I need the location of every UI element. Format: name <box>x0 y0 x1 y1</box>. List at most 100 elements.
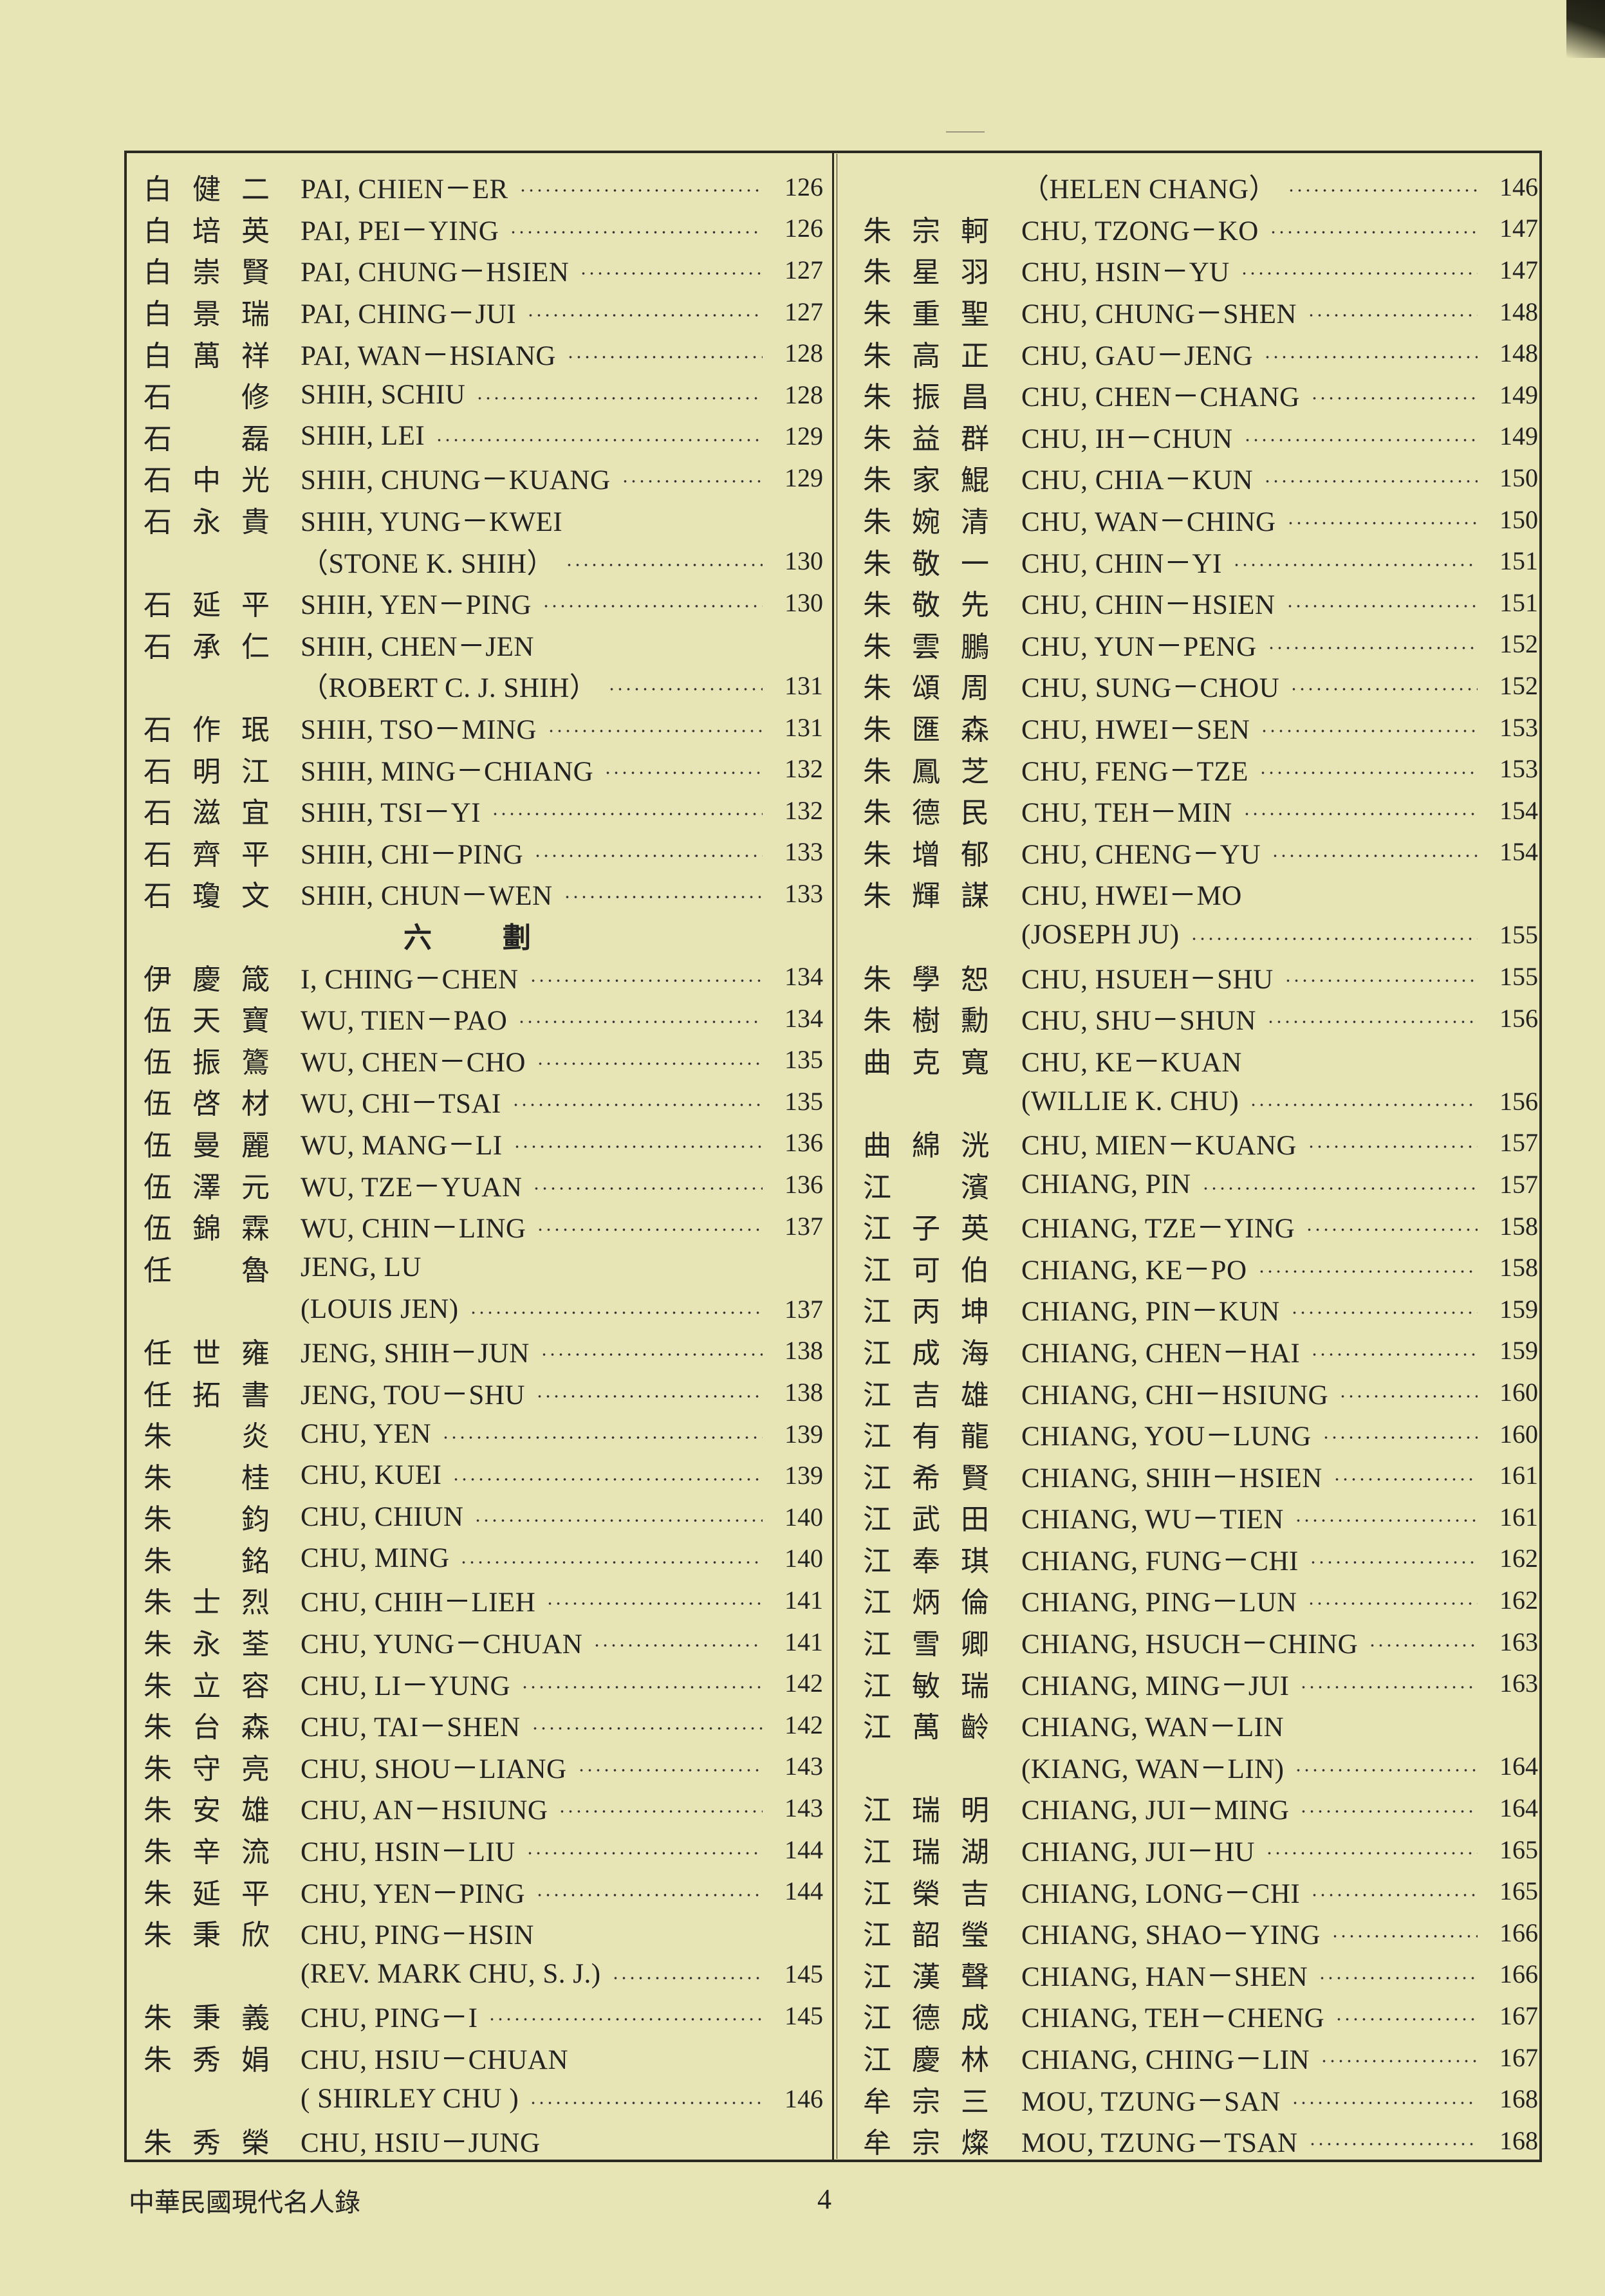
chinese-name: 朱辛流 <box>133 1829 301 1870</box>
index-entry: 伍振鷟 WU, CHEN－CHO 135 <box>133 1039 823 1080</box>
chinese-char: 石 <box>144 797 172 830</box>
romanized-name: CHU, TAI－SHEN <box>301 1712 521 1743</box>
page-ref: 164 <box>1499 1752 1538 1781</box>
chinese-char: 雲 <box>912 630 940 663</box>
romanized-name: CHU, CHENG－YU <box>1021 839 1261 870</box>
chinese-char: 郁 <box>961 838 989 871</box>
romanized-name: WU, MANG－LI <box>301 1130 503 1161</box>
romanized-name: SHIH, MING－CHIANG <box>301 756 594 787</box>
chinese-char: 朱 <box>863 880 891 913</box>
dot-leader <box>1308 1560 1478 1564</box>
chinese-name: 江成海 <box>853 1330 1021 1371</box>
chinese-char: 宗 <box>912 2085 940 2118</box>
romanized-name: CHU, HSIN－YU <box>1021 257 1230 288</box>
page-ref: 136 <box>784 1170 823 1199</box>
chinese-name: 江可伯 <box>853 1247 1021 1288</box>
romanized-name: CHU, HSIN－LIU <box>301 1837 515 1868</box>
chinese-char: 延 <box>192 589 221 622</box>
chinese-name: 朱台森 <box>133 1704 301 1745</box>
page-ref: 137 <box>784 1294 823 1324</box>
index-entry: 江子英 CHIANG, TZE－YING 158 <box>853 1205 1538 1247</box>
chinese-char: 森 <box>961 714 989 747</box>
scan-edge-shadow <box>1566 0 1605 58</box>
chinese-char: 義 <box>241 2002 270 2035</box>
chinese-char <box>182 1247 231 1288</box>
chinese-char: 守 <box>192 1752 221 1786</box>
page-ref: 127 <box>784 255 823 284</box>
dot-leader <box>1287 189 1478 193</box>
chinese-char: 勳 <box>961 1004 989 1038</box>
index-entry: 江瑞湖 CHIANG, JUI－HU 165 <box>853 1829 1538 1871</box>
dot-leader <box>435 438 763 442</box>
chinese-name: 朱桂 <box>133 1455 301 1496</box>
chinese-name: 任世雍 <box>133 1330 301 1371</box>
dot-leader <box>541 604 763 609</box>
chinese-char: 立 <box>192 1669 221 1703</box>
page-ref: 152 <box>1499 629 1538 659</box>
chinese-char: 江 <box>863 1544 891 1578</box>
page-ref: 130 <box>784 588 823 617</box>
chinese-name: 江瑞明 <box>853 1787 1021 1828</box>
romanized-name: CHU, KUEI <box>301 1460 442 1491</box>
chinese-name: 江吉雄 <box>853 1372 1021 1413</box>
dot-leader <box>1232 562 1478 567</box>
chinese-name: 朱鳳芝 <box>853 748 1021 790</box>
index-entry: 伍澤元 WU, TZE－YUAN 136 <box>133 1163 823 1205</box>
chinese-char: 銘 <box>241 1544 270 1578</box>
romanized-name: CHIANG, PING－LUN <box>1021 1588 1297 1618</box>
page-ref: 147 <box>1499 255 1538 284</box>
romanized-name: CHIANG, FUNG－CHI <box>1021 1546 1299 1577</box>
dot-leader <box>1189 936 1478 941</box>
chinese-char: 江 <box>863 1254 891 1287</box>
romanized-name: (REV. MARK CHU, S. J.) <box>301 1959 601 1990</box>
chinese-char: 珉 <box>241 714 270 747</box>
romanized-name: CHU, PING－HSIN <box>301 1920 534 1951</box>
chinese-char: 伍 <box>144 1171 172 1204</box>
chinese-char: 伍 <box>144 1088 172 1121</box>
chinese-char: 任 <box>144 1337 172 1370</box>
chinese-char: 宜 <box>241 797 270 830</box>
dot-leader <box>521 1685 763 1689</box>
index-entry: 朱雲鵬 CHU, YUN－PENG 152 <box>853 624 1538 665</box>
index-entry: 江萬齡 CHIANG, WAN－LIN <box>853 1704 1538 1746</box>
romanized-name: CHU, WAN－CHING <box>1021 507 1276 538</box>
page-ref: 139 <box>784 1419 823 1449</box>
dot-leader <box>564 562 763 567</box>
chinese-char: 朱 <box>144 1836 172 1869</box>
page-ref: 153 <box>1499 712 1538 742</box>
chinese-char: 振 <box>912 381 940 414</box>
chinese-name: 白健二 <box>133 166 301 207</box>
page-ref: 155 <box>1499 920 1538 950</box>
chinese-char: 朱 <box>144 1919 172 1952</box>
chinese-char: 朱 <box>863 464 891 497</box>
page-ref: 168 <box>1499 2084 1538 2114</box>
page-ref: 148 <box>1499 338 1538 368</box>
page-ref: 130 <box>784 546 823 576</box>
chinese-char: 萬 <box>192 339 221 373</box>
chinese-char: 朱 <box>863 589 891 622</box>
chinese-char: 書 <box>241 1378 270 1412</box>
chinese-char: 瑞 <box>961 1669 989 1703</box>
chinese-char: 朱 <box>144 1711 172 1745</box>
romanized-name: CHU, CHIN－HSIEN <box>1021 590 1276 621</box>
dot-leader <box>1318 1976 1478 1980</box>
index-entry: 朱秉欣 CHU, PING－HSIN <box>133 1912 823 1954</box>
chinese-name: 石永貴 <box>133 499 301 540</box>
romanized-name: CHU, HSIU－CHUAN <box>301 2045 569 2076</box>
dot-leader <box>441 1436 763 1440</box>
chinese-char: 江 <box>863 2002 891 2035</box>
chinese-char: 炎 <box>241 1420 270 1454</box>
chinese-char: 頌 <box>912 672 940 705</box>
chinese-char: 亮 <box>241 1752 270 1786</box>
dot-leader <box>509 230 763 234</box>
chinese-char: 江 <box>863 1212 891 1246</box>
chinese-char: 輝 <box>912 880 940 913</box>
page-ref: 150 <box>1499 463 1538 492</box>
chinese-name: 伍振鷟 <box>133 1039 301 1080</box>
index-entry: 朱重聖 CHU, CHUNG－SHEN 148 <box>853 291 1538 333</box>
romanized-name: CHU, CHIA－KUN <box>1021 465 1254 496</box>
chinese-name: 石延平 <box>133 582 301 623</box>
chinese-char: 聲 <box>961 1960 989 1994</box>
romanized-name: WU, CHI－TSAI <box>301 1089 501 1120</box>
dot-leader <box>518 189 763 193</box>
